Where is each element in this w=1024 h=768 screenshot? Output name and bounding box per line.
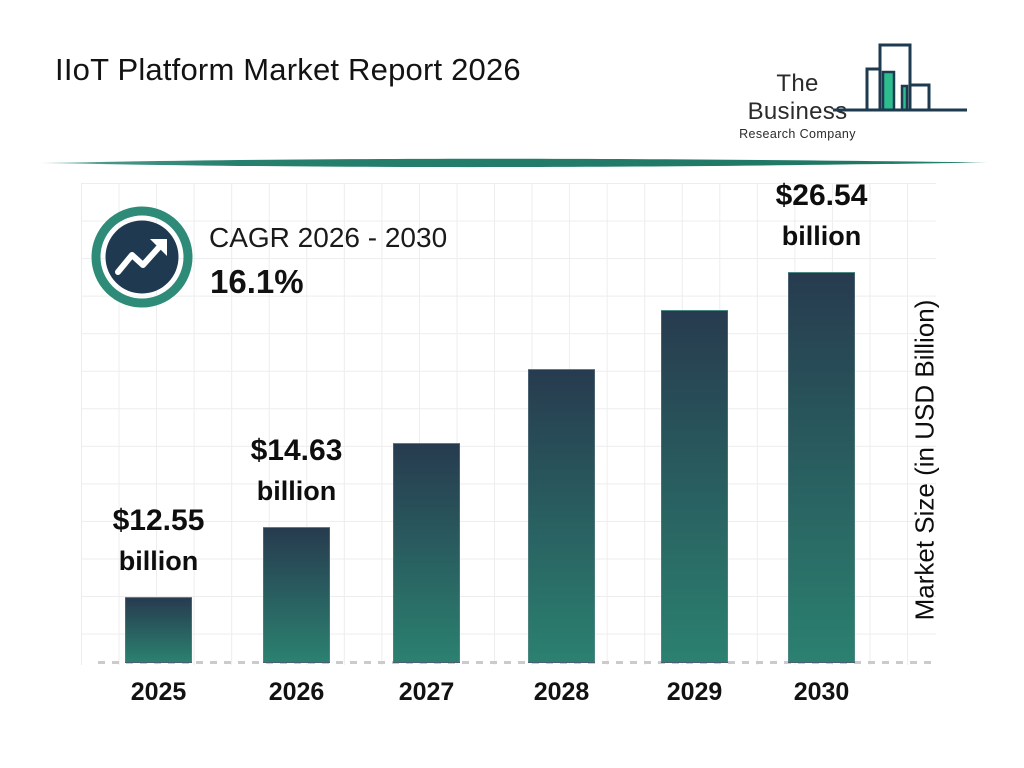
value-label-amount: $26.54 <box>775 179 868 212</box>
logo-text-line2: Research Company <box>739 127 856 141</box>
value-label-2025: $12.55 billion <box>113 501 205 581</box>
trend-up-icon <box>91 206 193 308</box>
cagr-value: 16.1% <box>210 263 304 300</box>
x-axis-label-2026: 2026 <box>268 678 325 706</box>
bar-2026 <box>263 527 330 663</box>
value-label-amount: $14.63 <box>250 434 343 467</box>
logo-text: The Business Research Company <box>725 70 870 141</box>
page-title: IIoT Platform Market Report 2026 <box>55 52 521 87</box>
bar-2029 <box>661 310 728 663</box>
chart-baseline <box>98 661 936 664</box>
value-label-2026: $14.63 billion <box>251 431 343 511</box>
value-label-2030: $26.54 billion <box>776 176 868 256</box>
bar-2025 <box>125 597 192 663</box>
company-logo: The Business Research Company <box>720 38 1000 141</box>
value-label-unit: billion <box>256 476 337 506</box>
x-axis-label-2030: 2030 <box>793 678 850 706</box>
bar-2030 <box>788 272 855 663</box>
x-axis-label-2027: 2027 <box>398 678 455 706</box>
bar-2027 <box>393 443 460 663</box>
value-label-unit: billion <box>781 221 862 251</box>
x-axis-label-2029: 2029 <box>666 678 723 706</box>
logo-text-line1: The Business <box>747 70 848 125</box>
value-label-amount: $12.55 <box>112 504 205 537</box>
x-axis-label-2028: 2028 <box>533 678 590 706</box>
bar-2028 <box>528 369 595 663</box>
y-axis-label: Market Size (in USD Billion) <box>909 299 940 621</box>
x-axis-label-2025: 2025 <box>130 678 187 706</box>
value-label-unit: billion <box>118 546 199 576</box>
logo-bars-icon <box>833 43 967 112</box>
divider-line <box>40 158 988 168</box>
cagr-label: CAGR 2026 - 2030 <box>209 222 448 253</box>
